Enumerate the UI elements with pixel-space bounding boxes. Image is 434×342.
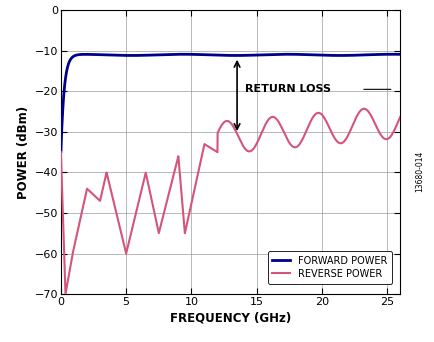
Text: 13680-014: 13680-014	[414, 150, 423, 192]
Legend: FORWARD POWER, REVERSE POWER: FORWARD POWER, REVERSE POWER	[267, 251, 391, 284]
Text: RETURN LOSS: RETURN LOSS	[244, 84, 330, 94]
Y-axis label: POWER (dBm): POWER (dBm)	[17, 106, 30, 199]
X-axis label: FREQUENCY (GHz): FREQUENCY (GHz)	[170, 311, 290, 324]
